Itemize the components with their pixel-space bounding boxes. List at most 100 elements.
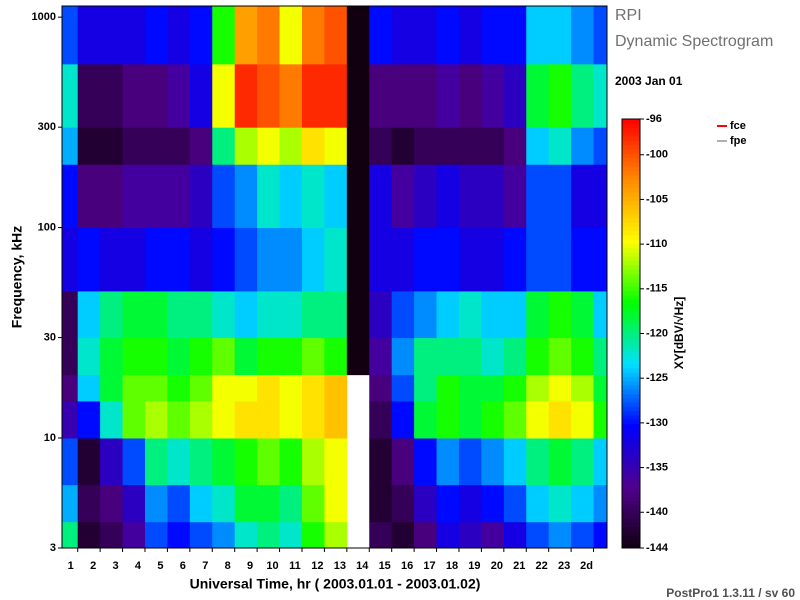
spectrogram-cell <box>526 484 550 523</box>
spectrogram-cell <box>62 164 79 229</box>
spectrogram-cell <box>503 164 527 229</box>
spectrogram-cell <box>481 63 505 128</box>
spectrogram-cell <box>571 521 595 548</box>
spectrogram-cell <box>436 164 460 229</box>
spectrogram-cell <box>391 164 415 229</box>
spectrogram-cell <box>100 400 124 439</box>
spectrogram-cell <box>593 484 607 523</box>
spectrogram-cell <box>324 6 348 65</box>
colorbar-segment <box>622 140 640 146</box>
spectrogram-cell <box>346 164 370 229</box>
spectrogram-cell <box>346 127 370 165</box>
colorbar-segment <box>622 415 640 420</box>
spectrogram-cell <box>77 227 101 292</box>
colorbar-segment <box>622 324 640 330</box>
spectrogram-cell <box>301 337 325 376</box>
colorbar-segment <box>622 260 640 266</box>
colorbar-segment <box>622 136 640 141</box>
spectrogram-cell <box>593 127 607 165</box>
colorbar-segment <box>622 384 640 390</box>
spectrogram-cell <box>526 521 550 548</box>
spectrogram-cell <box>571 484 595 523</box>
spectrogram-cell <box>391 127 415 165</box>
spectrogram-cell <box>458 374 482 402</box>
spectrogram-cell <box>122 521 146 548</box>
spectrogram-cell <box>324 484 348 523</box>
spectrogram-cell <box>257 63 281 128</box>
colorbar-segment <box>622 475 640 480</box>
colorbar-segment <box>622 479 640 485</box>
spectrogram-cell <box>548 437 572 486</box>
colorbar-segment <box>622 522 640 528</box>
spectrogram-cell <box>548 164 572 229</box>
spectrogram-cell <box>369 63 393 128</box>
colorbar-segment <box>622 299 640 304</box>
colorbar-segment <box>622 320 640 326</box>
spectrogram-cell <box>369 127 393 165</box>
spectrogram-cell <box>526 63 550 128</box>
colorbar-segment <box>622 539 640 545</box>
spectrogram-cell <box>414 400 438 439</box>
spectrogram-cell <box>346 63 370 128</box>
spectrogram-cell <box>167 484 191 523</box>
spectrogram-cell <box>346 337 370 376</box>
colorbar-segment <box>622 436 640 442</box>
spectrogram-cell <box>548 374 572 402</box>
x-axis-label: Universal Time, hr ( 2003.01.01 - 2003.0… <box>190 576 481 592</box>
spectrogram-cell <box>257 337 281 376</box>
colorbar-segment <box>622 333 640 339</box>
colorbar-segment <box>622 530 640 536</box>
colorbar-segment <box>622 294 640 300</box>
spectrogram-cell <box>257 437 281 486</box>
spectrogram-cell <box>458 337 482 376</box>
colorbar-segment <box>622 174 640 180</box>
colorbar-segment <box>622 397 640 403</box>
y-tick-label: 1000 <box>32 11 56 23</box>
spectrogram-cell <box>571 290 595 339</box>
spectrogram-cell <box>144 521 168 548</box>
spectrogram-cell <box>458 6 482 65</box>
date-label: 2003 Jan 01 <box>615 74 683 88</box>
spectrogram-cell <box>279 6 303 65</box>
colorbar-segment <box>622 457 640 463</box>
colorbar-segment <box>622 372 640 377</box>
colorbar-segment <box>622 453 640 459</box>
spectrogram-cell <box>548 400 572 439</box>
spectrogram-cell <box>301 6 325 65</box>
spectrogram-cell <box>62 400 79 439</box>
colorbar-segment <box>622 264 640 270</box>
spectrogram-cell <box>369 374 393 402</box>
x-tick-label: 12 <box>311 560 323 572</box>
colorbar-segment <box>622 423 640 429</box>
spectrogram-cell <box>324 337 348 376</box>
spectrogram-cell <box>458 164 482 229</box>
spectrogram-cell <box>77 127 101 165</box>
colorbar-segment <box>622 144 640 150</box>
x-tick-label: 15 <box>379 560 391 572</box>
spectrogram-cell <box>324 63 348 128</box>
colorbar-segment <box>622 342 640 347</box>
colorbar-segment <box>622 509 640 515</box>
spectrogram-cell <box>458 484 482 523</box>
spectrogram-cell <box>526 290 550 339</box>
colorbar-segment <box>622 419 640 425</box>
spectrogram-cell <box>257 374 281 402</box>
spectrogram-cell <box>234 6 258 65</box>
spectrogram-cell <box>279 400 303 439</box>
spectrogram-cell <box>100 437 124 486</box>
colorbar-segment <box>622 337 640 343</box>
spectrogram-cell <box>189 6 213 65</box>
colorbar-segment <box>622 466 640 472</box>
colorbar-segment <box>622 149 640 154</box>
spectrogram-cell <box>234 400 258 439</box>
spectrogram-cell <box>414 521 438 548</box>
spectrogram-cell <box>234 484 258 523</box>
footer: PostPro1 1.3.11 / sv 60 <box>666 586 795 600</box>
spectrogram-cell <box>458 127 482 165</box>
spectrogram-cell <box>481 374 505 402</box>
colorbar-segment <box>622 389 640 395</box>
y-tick-label: 30 <box>44 331 56 343</box>
colorbar-segment <box>622 230 640 236</box>
spectrogram-cell <box>212 227 236 292</box>
colorbar-segment <box>622 410 640 416</box>
